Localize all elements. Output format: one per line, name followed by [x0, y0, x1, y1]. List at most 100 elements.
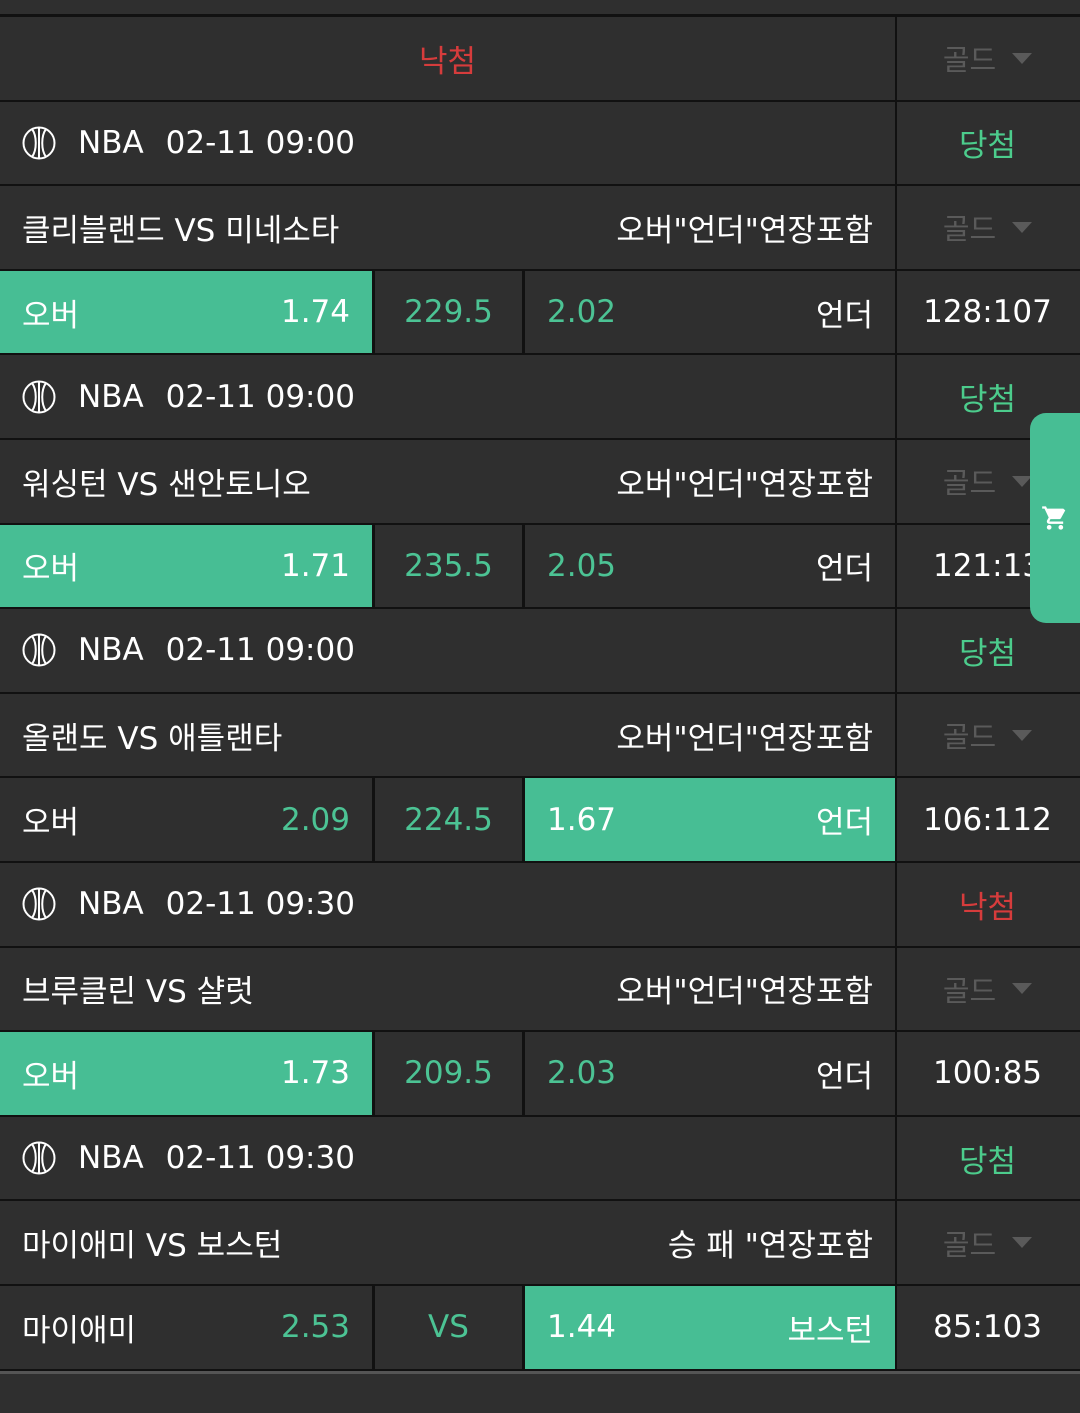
cart-button[interactable]	[1030, 413, 1080, 623]
basketball-icon	[22, 633, 56, 667]
bet-type-dropdown[interactable]: 골드	[897, 440, 1078, 523]
game-market-row: 올랜도 VS 애틀랜타 오버"언더"연장포함 골드	[0, 693, 1080, 779]
overall-status: 낙첨	[0, 17, 897, 100]
bet-type-dropdown[interactable]: 골드	[897, 694, 1078, 777]
bet-type-label: 골드	[942, 43, 997, 78]
basketball-icon	[22, 887, 56, 921]
market-type: 오버"언더"연장포함	[616, 466, 873, 503]
result-status: 당첨	[958, 128, 1017, 165]
triangle-down-icon	[1012, 983, 1033, 995]
basketball-icon	[22, 126, 56, 160]
right-odds: 1.44	[547, 1309, 617, 1346]
final-score: 85:103	[932, 1309, 1043, 1346]
left-label: 오버	[22, 805, 80, 842]
game-datetime: 02-11 09:00	[165, 378, 355, 415]
game-info: NBA 02-11 09:00	[0, 609, 897, 692]
basketball-icon	[22, 1141, 56, 1175]
bet-type-label: 골드	[942, 1227, 997, 1262]
game-market-row: 마이애미 VS 보스턴 승 패 "연장포함 골드	[0, 1201, 1080, 1286]
bet-type-label: 골드	[942, 973, 997, 1008]
triangle-down-icon	[1012, 1237, 1033, 1249]
game-datetime: 02-11 09:00	[165, 632, 355, 669]
bet-type-dropdown[interactable]: 골드	[897, 17, 1078, 100]
odds-row: 오버 2.09 224.5 1.67 언더 106:112	[0, 778, 1080, 863]
odds-row: 오버 1.71 235.5 2.05 언더 121:13	[0, 524, 1080, 610]
line-value: 209.5	[375, 1032, 525, 1115]
game-datetime: 02-11 09:30	[165, 1140, 355, 1177]
left-label: 오버	[22, 551, 80, 588]
result-status: 당첨	[958, 382, 1017, 419]
left-odds: 1.73	[280, 1055, 350, 1092]
matchup: 마이애미 VS 보스턴	[22, 1228, 283, 1265]
game-header-row: NBA 02-11 09:00 당첨	[0, 609, 1080, 694]
line-value: 229.5	[375, 270, 525, 354]
right-odds-button[interactable]: 1.44 보스턴	[525, 1285, 897, 1369]
right-label: 언더	[815, 551, 873, 588]
game-info: NBA 02-11 09:00	[0, 101, 897, 185]
left-odds-button[interactable]: 마이애미 2.53	[0, 1285, 375, 1369]
right-odds: 2.02	[547, 294, 617, 331]
league: NBA	[78, 378, 144, 415]
bet-type-dropdown[interactable]: 골드	[897, 948, 1078, 1031]
right-odds: 1.67	[547, 801, 617, 838]
bet-type-dropdown[interactable]: 골드	[897, 1201, 1078, 1284]
left-label: 마이애미	[22, 1312, 137, 1349]
game-info: NBA 02-11 09:30	[0, 862, 897, 946]
left-odds-button[interactable]: 오버 1.74	[0, 270, 375, 354]
left-odds-button[interactable]: 오버 1.73	[0, 1032, 375, 1115]
bet-type-label: 골드	[942, 212, 997, 247]
matchup: 브루클린 VS 샬럿	[22, 974, 254, 1011]
game-datetime: 02-11 09:30	[165, 886, 355, 923]
game-datetime: 02-11 09:00	[165, 124, 355, 161]
final-score: 100:85	[932, 1055, 1043, 1092]
right-odds-button[interactable]: 2.03 언더	[525, 1032, 897, 1115]
right-label: 보스턴	[787, 1312, 873, 1349]
game-market-row: 브루클린 VS 샬럿 오버"언더"연장포함 골드	[0, 947, 1080, 1033]
bet-type-dropdown[interactable]: 골드	[897, 186, 1078, 269]
market-info: 클리블랜드 VS 미네소타 오버"언더"연장포함	[0, 186, 897, 269]
market-type: 오버"언더"연장포함	[616, 212, 873, 249]
left-odds-button[interactable]: 오버 1.71	[0, 524, 375, 608]
bet-type-label: 골드	[942, 466, 997, 501]
left-odds: 1.71	[280, 547, 350, 584]
game-info: NBA 02-11 09:00	[0, 355, 897, 438]
left-odds-button[interactable]: 오버 2.09	[0, 778, 375, 861]
left-label: 오버	[22, 297, 80, 334]
triangle-down-icon	[1012, 729, 1033, 741]
right-odds-button[interactable]: 2.02 언더	[525, 270, 897, 354]
game-header-row: NBA 02-11 09:30 낙첨	[0, 862, 1080, 948]
triangle-down-icon	[1012, 221, 1033, 233]
triangle-down-icon	[1012, 52, 1033, 64]
final-score: 106:112	[923, 801, 1052, 838]
summary-row: 낙첨 골드	[0, 17, 1080, 102]
result-status: 당첨	[958, 635, 1017, 672]
game-header-row: NBA 02-11 09:00 당첨	[0, 355, 1080, 440]
market-type: 승 패 "연장포함	[667, 1228, 873, 1265]
right-odds: 2.05	[547, 547, 617, 584]
left-odds: 1.74	[280, 294, 350, 331]
market-type: 오버"언더"연장포함	[616, 720, 873, 757]
result-status: 당첨	[958, 1143, 1017, 1180]
final-score: 121:13	[932, 547, 1043, 584]
market-info: 워싱턴 VS 샌안토니오 오버"언더"연장포함	[0, 439, 897, 523]
cart-icon	[1042, 506, 1066, 530]
odds-row: 오버 1.73 209.5 2.03 언더 100:85	[0, 1032, 1080, 1117]
right-odds-button[interactable]: 1.67 언더	[525, 778, 897, 861]
game-market-row: 워싱턴 VS 샌안토니오 오버"언더"연장포함 골드	[0, 439, 1080, 525]
final-score: 128:107	[923, 294, 1052, 331]
line-value: 235.5	[375, 524, 525, 608]
league: NBA	[78, 632, 144, 669]
bottom-panel	[0, 1370, 1080, 1411]
odds-row: 오버 1.74 229.5 2.02 언더 128:107	[0, 270, 1080, 356]
market-type: 오버"언더"연장포함	[616, 974, 873, 1011]
game-market-row: 클리블랜드 VS 미네소타 오버"언더"연장포함 골드	[0, 186, 1080, 271]
top-spacer	[0, 0, 1080, 17]
league: NBA	[78, 1140, 144, 1177]
left-odds: 2.09	[280, 801, 350, 838]
market-info: 마이애미 VS 보스턴 승 패 "연장포함	[0, 1201, 897, 1284]
odds-row: 마이애미 2.53 VS 1.44 보스턴 85:103	[0, 1285, 1080, 1371]
matchup: 올랜도 VS 애틀랜타	[22, 720, 283, 757]
game-header-row: NBA 02-11 09:00 당첨	[0, 101, 1080, 187]
right-odds-button[interactable]: 2.05 언더	[525, 524, 897, 608]
market-info: 올랜도 VS 애틀랜타 오버"언더"연장포함	[0, 693, 897, 777]
